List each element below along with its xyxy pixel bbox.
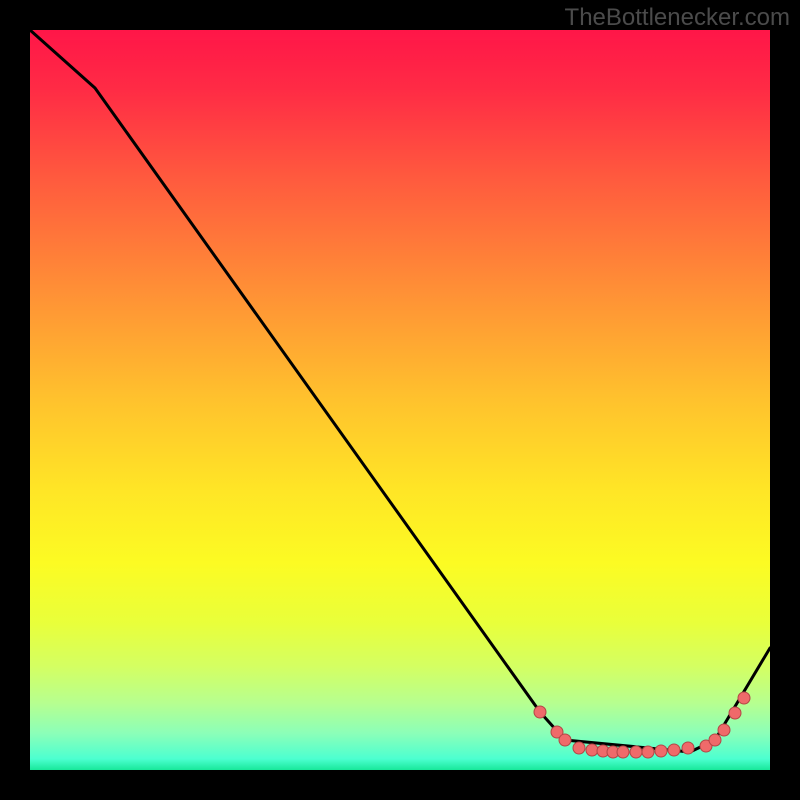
marker-dot bbox=[617, 746, 629, 758]
plot-background bbox=[30, 30, 770, 770]
marker-dot bbox=[738, 692, 750, 704]
chart-svg bbox=[0, 0, 800, 800]
marker-dot bbox=[709, 734, 721, 746]
marker-dot bbox=[729, 707, 741, 719]
marker-dot bbox=[630, 746, 642, 758]
marker-dot bbox=[682, 742, 694, 754]
chart-stage: TheBottlenecker.com bbox=[0, 0, 800, 800]
marker-dot bbox=[573, 742, 585, 754]
marker-dot bbox=[668, 744, 680, 756]
marker-dot bbox=[718, 724, 730, 736]
marker-dot bbox=[586, 744, 598, 756]
marker-dot bbox=[655, 745, 667, 757]
marker-dot bbox=[559, 734, 571, 746]
watermark-text: TheBottlenecker.com bbox=[565, 4, 790, 32]
marker-dot bbox=[534, 706, 546, 718]
marker-dot bbox=[642, 746, 654, 758]
